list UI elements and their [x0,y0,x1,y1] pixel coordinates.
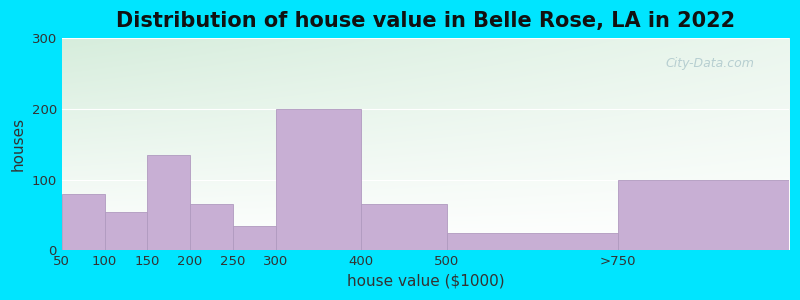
Bar [446,233,618,250]
Bar [233,226,276,250]
Title: Distribution of house value in Belle Rose, LA in 2022: Distribution of house value in Belle Ros… [116,11,735,31]
Bar [62,194,105,250]
Y-axis label: houses: houses [11,117,26,171]
Text: City-Data.com: City-Data.com [666,57,754,70]
Bar [147,155,190,250]
Bar [105,212,147,250]
Bar [190,205,233,250]
X-axis label: house value ($1000): house value ($1000) [346,274,504,289]
Bar [618,180,789,250]
Bar [361,205,446,250]
Bar [276,109,361,250]
